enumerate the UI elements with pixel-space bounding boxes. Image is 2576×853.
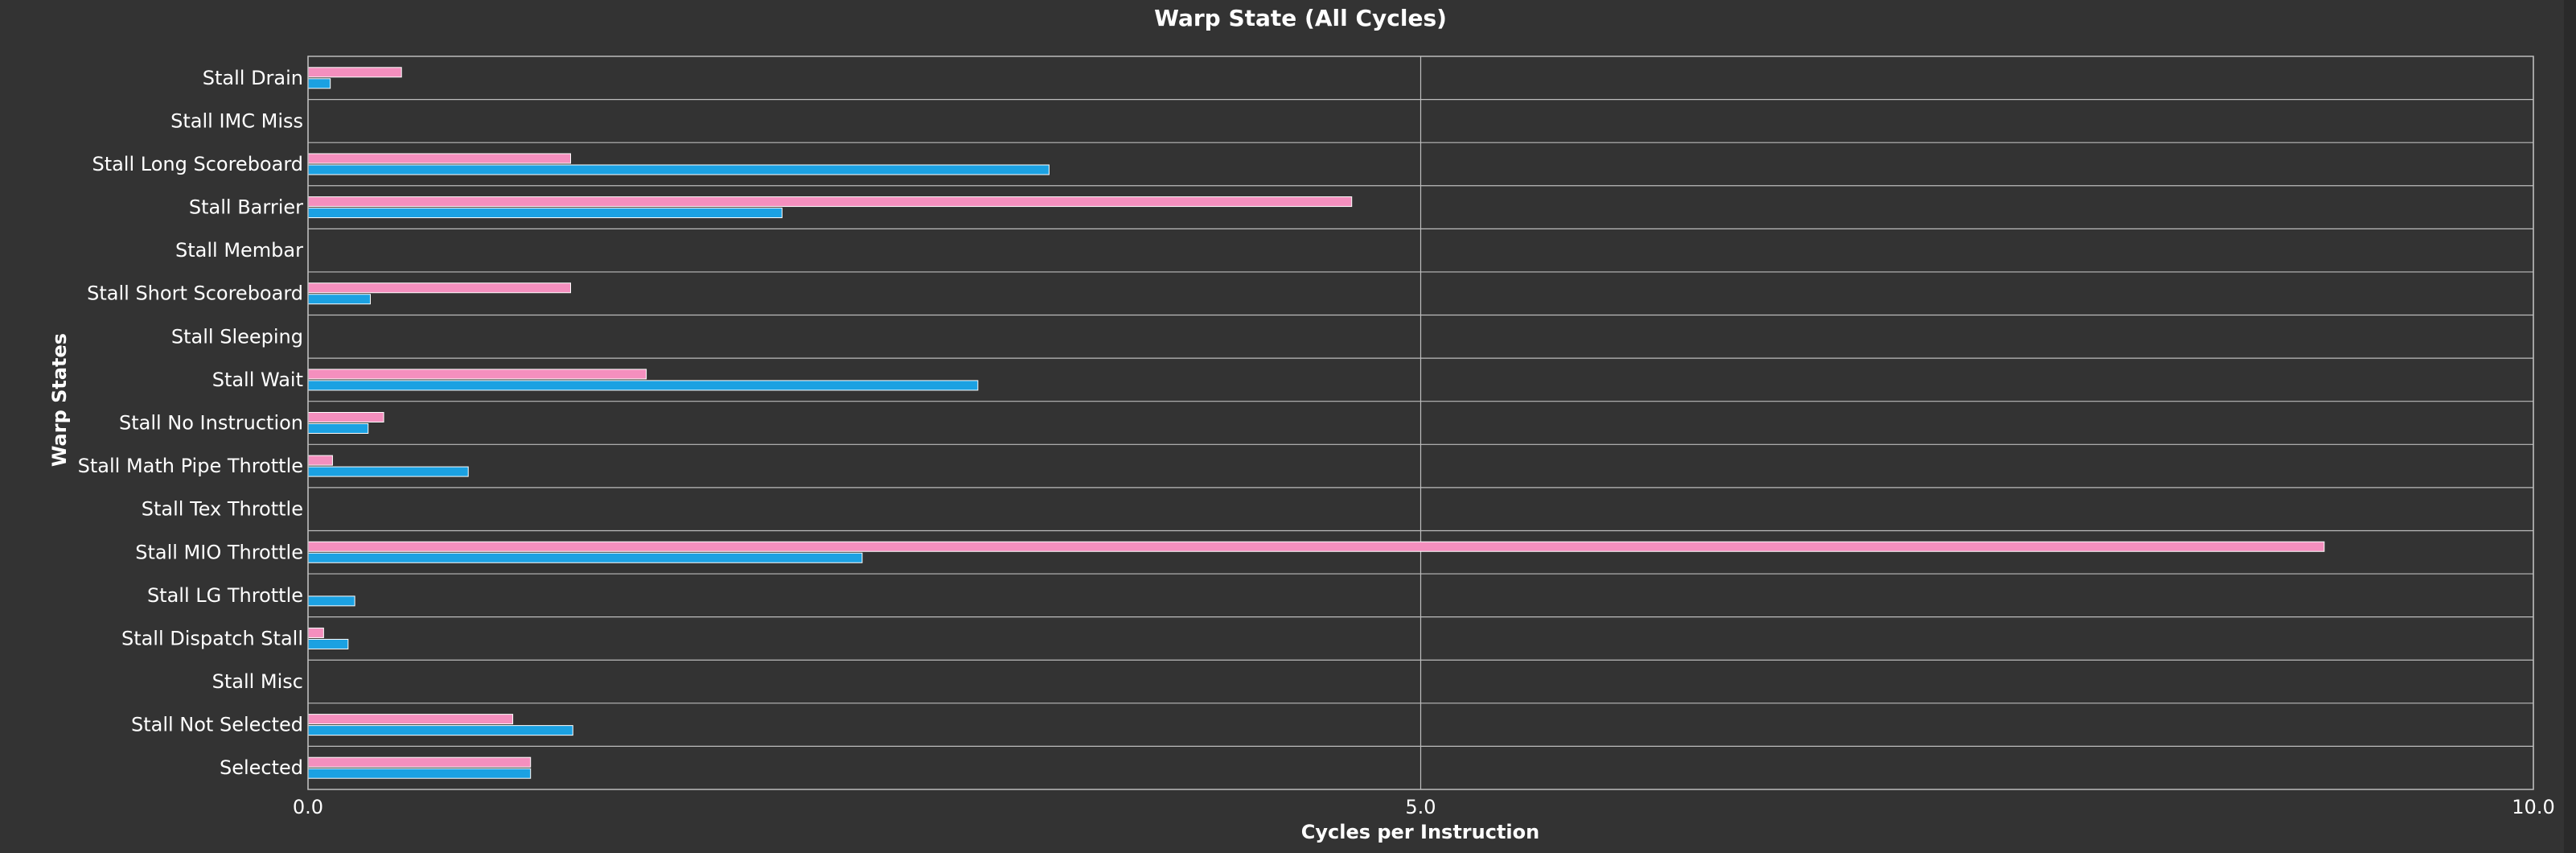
bar-series-1[interactable]: [307, 153, 572, 164]
bar-series-1[interactable]: [307, 196, 1353, 208]
bar-series-2[interactable]: [307, 725, 573, 736]
bar-series-2[interactable]: [307, 595, 355, 607]
bar-series-2[interactable]: [307, 423, 369, 434]
bar-series-1[interactable]: [307, 714, 514, 725]
grid-layer: [307, 56, 2534, 789]
bar-series-1[interactable]: [307, 756, 532, 768]
category-label: Stall Dispatch Stall: [121, 627, 303, 649]
category-label: Stall Barrier: [189, 196, 303, 219]
category-label: Stall Math Pipe Throttle: [78, 455, 303, 477]
bar-series-1[interactable]: [307, 455, 333, 466]
category-label: Stall MIO Throttle: [135, 541, 303, 563]
x-axis-label: Cycles per Instruction: [1301, 821, 1539, 843]
bar-series-1[interactable]: [307, 282, 572, 294]
category-label: Stall LG Throttle: [147, 584, 303, 607]
category-label: Stall Membar: [175, 239, 303, 262]
category-label: Stall No Instruction: [119, 412, 303, 435]
category-label: Stall Long Scoreboard: [92, 153, 303, 175]
chart-title: Warp State (All Cycles): [1154, 5, 1447, 31]
category-label: Stall Tex Throttle: [142, 498, 303, 521]
bar-series-1[interactable]: [307, 541, 2325, 552]
bar-series-2[interactable]: [307, 294, 371, 305]
bars-layer: [307, 67, 2325, 779]
bar-series-2[interactable]: [307, 638, 349, 649]
bar-series-1[interactable]: [307, 67, 402, 78]
category-label: Selected: [220, 756, 303, 779]
bar-series-2[interactable]: [307, 768, 532, 779]
plot-frame: [307, 56, 2534, 790]
bar-series-2[interactable]: [307, 552, 863, 563]
x-tick-label: 5.0: [1405, 796, 1436, 818]
bar-series-2[interactable]: [307, 78, 331, 89]
category-label: Stall Misc: [212, 670, 303, 693]
bar-series-1[interactable]: [307, 369, 647, 380]
bar-series-1[interactable]: [307, 627, 324, 638]
category-labels: Stall Drain Stall IMC Miss Stall Long Scor…: [78, 67, 304, 779]
bar-series-2[interactable]: [307, 164, 1050, 175]
x-tick-label: 0.0: [293, 796, 323, 818]
x-tick-labels: 0.0 5.0 10.0: [293, 796, 2555, 818]
bar-series-2[interactable]: [307, 466, 469, 477]
category-label: Stall Short Scoreboard: [87, 282, 303, 305]
x-tick-label: 10.0: [2512, 796, 2554, 818]
bar-series-2[interactable]: [307, 380, 979, 391]
bar-series-1[interactable]: [307, 412, 384, 422]
category-label: Stall Sleeping: [171, 325, 303, 348]
category-label: Stall Drain: [203, 67, 303, 89]
category-label: Stall Not Selected: [131, 714, 303, 736]
category-label: Stall Wait: [212, 369, 303, 391]
category-label: Stall IMC Miss: [171, 109, 303, 132]
vertical-scrollbar[interactable]: [2564, 0, 2576, 853]
y-axis-label: Warp States: [48, 333, 71, 467]
bar-series-2[interactable]: [307, 208, 783, 219]
